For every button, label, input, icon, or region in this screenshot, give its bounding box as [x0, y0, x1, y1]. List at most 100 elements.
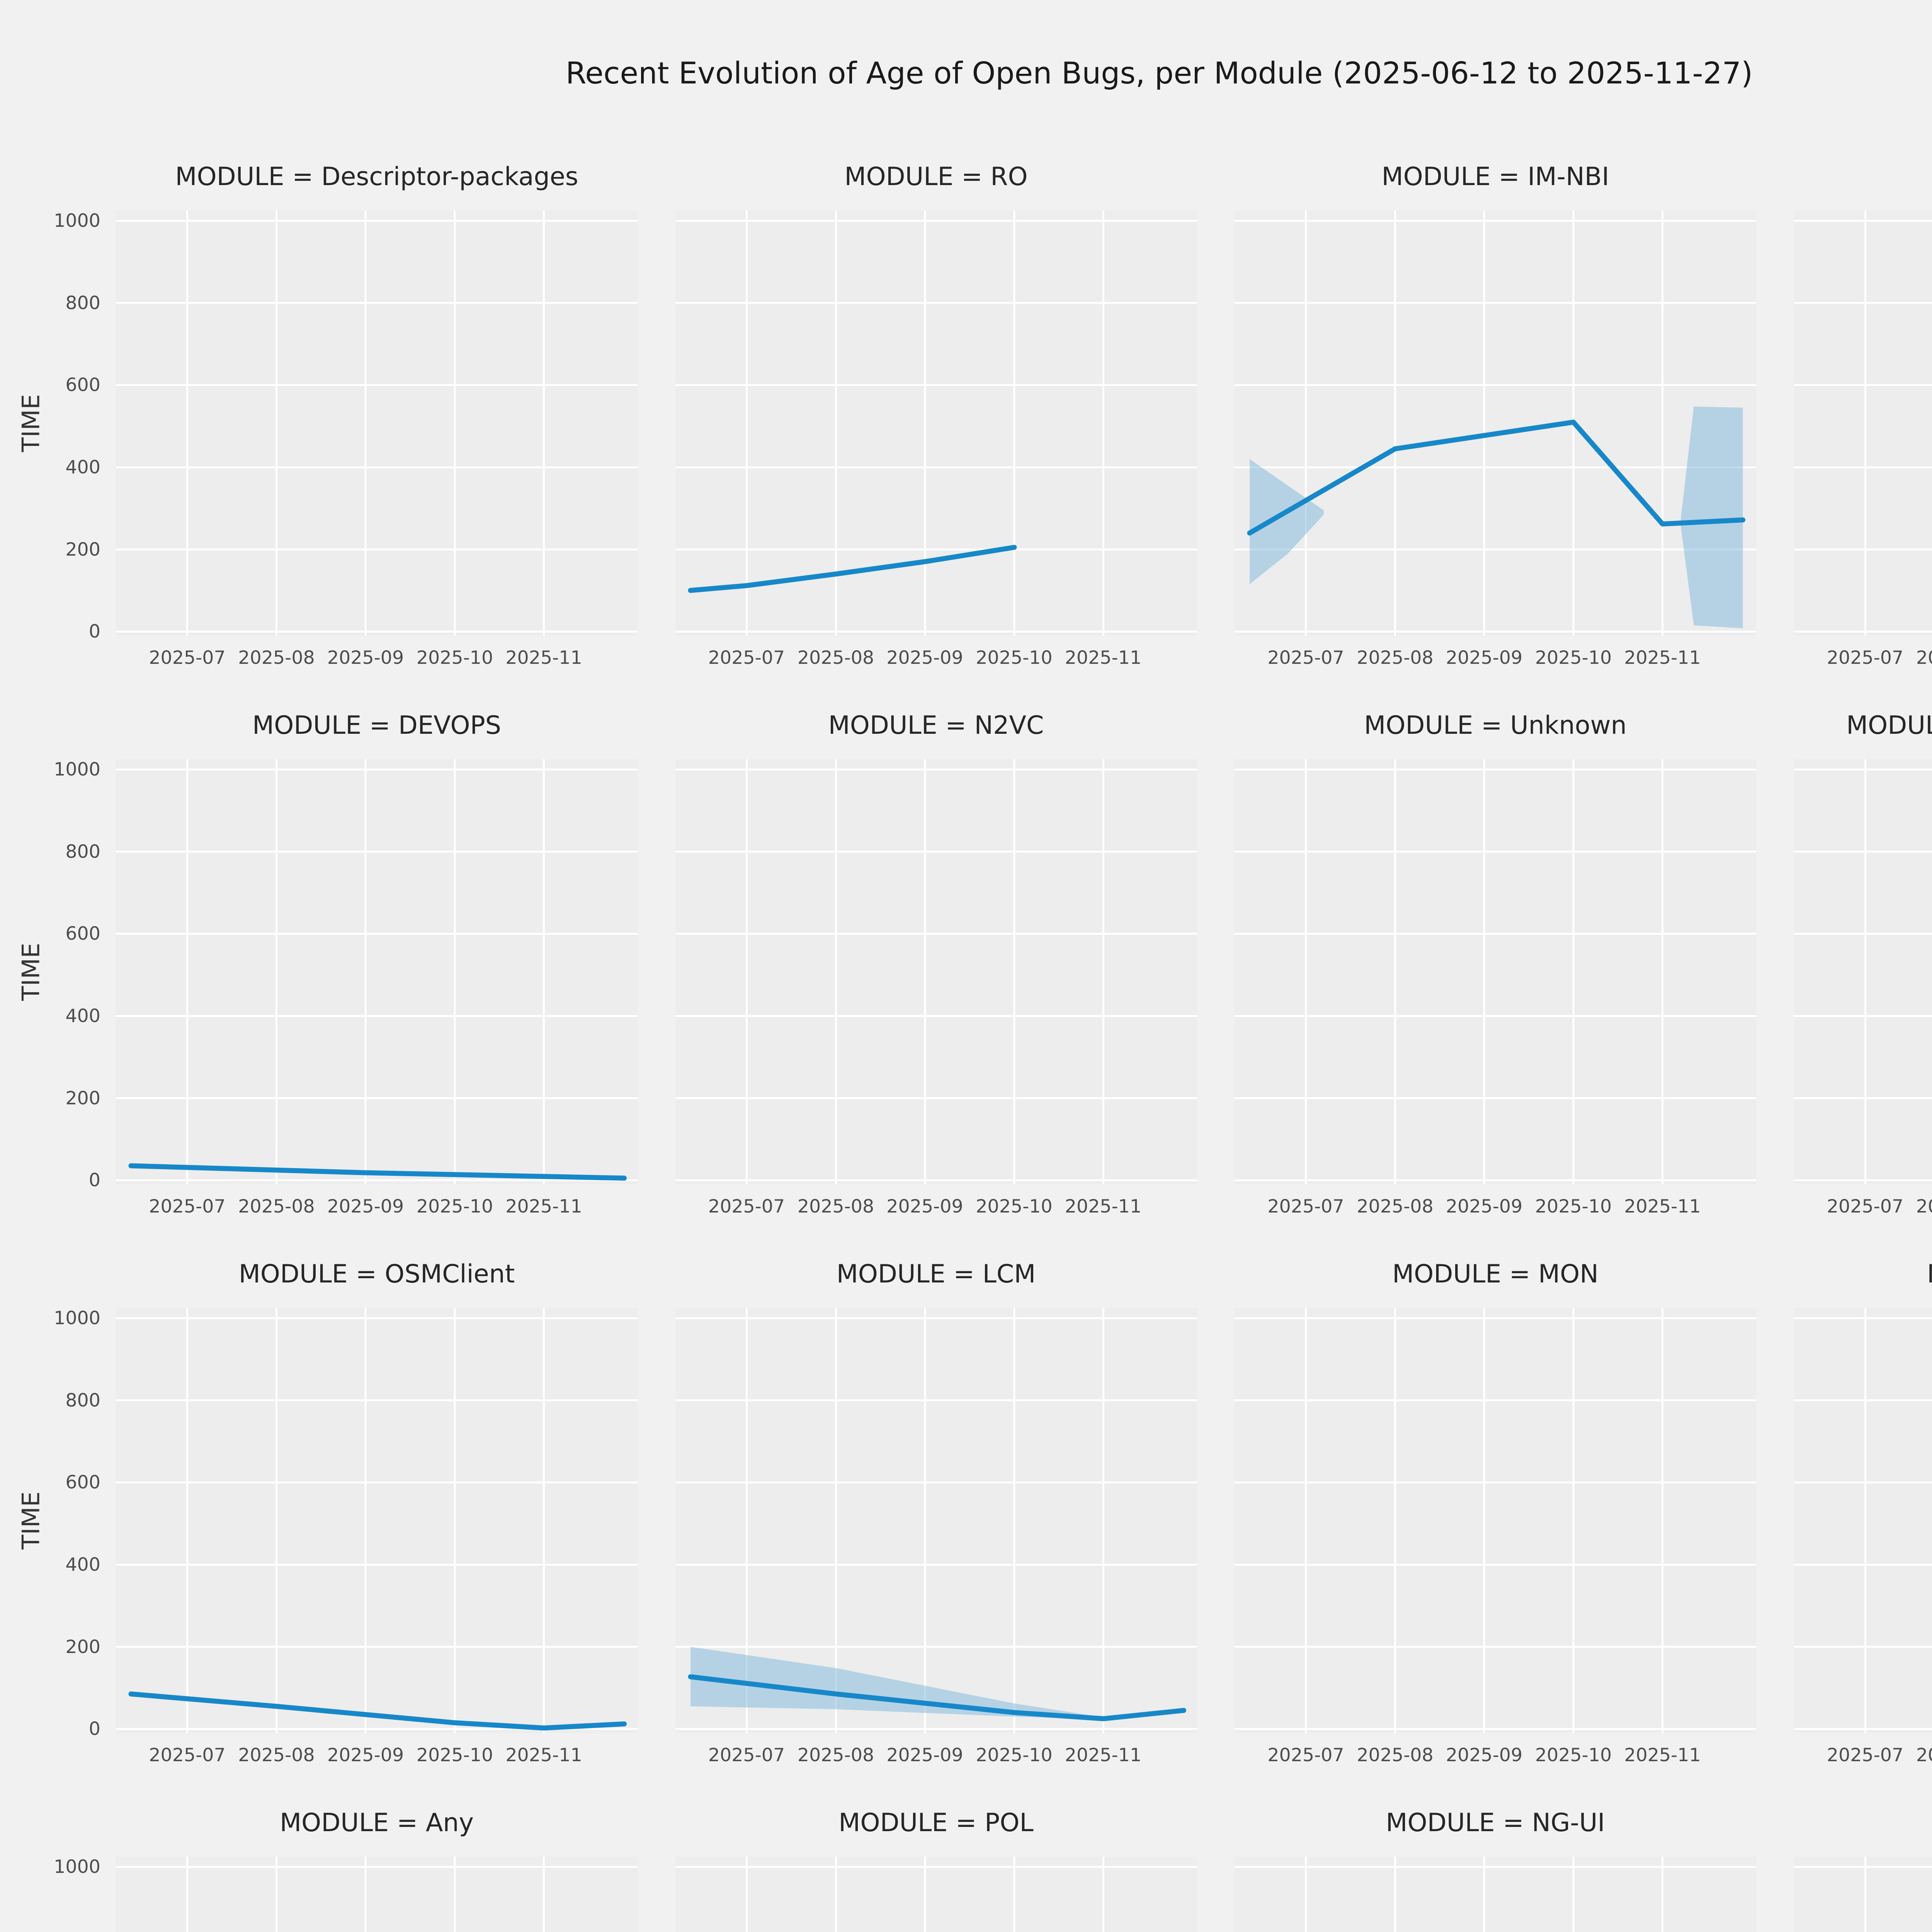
x-tick-label: 2025-08	[1916, 1196, 1932, 1217]
y-tick-label: 1000	[54, 759, 100, 780]
y-tick-label: 400	[65, 1005, 100, 1027]
x-tick-label: 2025-08	[1357, 1196, 1434, 1217]
plot-background	[1794, 759, 1932, 1184]
plot-background	[1794, 1857, 1932, 1932]
x-tick-label: 2025-09	[1446, 647, 1523, 668]
confidence-band	[1680, 406, 1743, 628]
x-tick-label: 2025-08	[797, 1196, 874, 1217]
facet-title: MODULE = DEVOPS	[252, 711, 501, 740]
x-tick-label: 2025-07	[1827, 1196, 1904, 1217]
x-tick-label: 2025-08	[797, 647, 874, 668]
facet-plot	[1794, 1308, 1932, 1733]
y-tick-label: 600	[65, 923, 100, 944]
trend-line	[688, 545, 1017, 593]
facet-title: MODULE = POL	[838, 1808, 1034, 1837]
x-tick-label: 2025-10	[976, 1196, 1053, 1217]
x-tick-label: 2025-11	[505, 1745, 582, 1766]
x-tick-label: 2025-10	[976, 1745, 1053, 1766]
x-tick-label: 2025-09	[886, 1745, 963, 1766]
y-tick-label: 1000	[54, 1856, 100, 1878]
facet-title: MODULE = IM-NBI	[1381, 162, 1609, 191]
x-tick-label: 2025-10	[416, 1745, 493, 1766]
facet-title: MODULE = LCM	[836, 1260, 1036, 1289]
x-tick-label: 2025-11	[1624, 647, 1701, 668]
facet-plot	[1235, 759, 1756, 1184]
x-tick-label: 2025-07	[1267, 1745, 1344, 1766]
x-tick-label: 2025-07	[708, 1745, 785, 1766]
y-tick-label: 0	[88, 621, 100, 642]
y-tick-label: 800	[65, 841, 100, 862]
facet-title: MODULE = MON	[1392, 1260, 1599, 1289]
x-tick-label: 2025-07	[1827, 1745, 1904, 1766]
x-tick-label: 2025-08	[797, 1745, 874, 1766]
x-tick-label: 2025-11	[505, 647, 582, 668]
facet-plot	[1794, 211, 1932, 636]
x-tick-label: 2025-09	[1446, 1745, 1523, 1766]
facet-title: MODULE = RO	[844, 162, 1028, 191]
x-tick-label: 2025-07	[1267, 1196, 1344, 1217]
x-tick-label: 2025-07	[708, 647, 785, 668]
y-tick-label: 1000	[54, 210, 100, 231]
x-tick-label: 2025-07	[149, 1196, 226, 1217]
x-tick-label: 2025-08	[1916, 647, 1932, 668]
facet-title: MODULE = Descriptor-packages	[175, 162, 578, 191]
x-tick-label: 2025-11	[1065, 1196, 1142, 1217]
facet-plot	[1235, 1857, 1756, 1932]
x-tick-label: 2025-09	[327, 1196, 404, 1217]
plot-background	[675, 1857, 1197, 1932]
x-tick-label: 2025-07	[1267, 647, 1344, 668]
plot-background	[1235, 759, 1756, 1184]
y-tick-label: 600	[65, 1472, 100, 1493]
trend-line	[688, 1674, 1186, 1721]
facet-title: MODULE = Any	[279, 1808, 474, 1837]
x-tick-label: 2025-10	[1535, 647, 1612, 668]
y-axis-label: TIME	[17, 394, 45, 452]
plot-background	[675, 211, 1197, 636]
x-tick-label: 2025-11	[1624, 1196, 1701, 1217]
y-tick-label: 1000	[54, 1308, 100, 1329]
facet-title: MODULE = common	[1794, 1260, 1932, 1289]
x-tick-label: 2025-08	[1916, 1745, 1932, 1766]
y-tick-label: 0	[88, 1718, 100, 1740]
x-tick-label: 2025-11	[1065, 1745, 1142, 1766]
plot-background	[116, 1857, 638, 1932]
facet-plot	[675, 211, 1197, 636]
x-tick-label: 2025-08	[1357, 1745, 1434, 1766]
x-tick-label: 2025-11	[1624, 1745, 1701, 1766]
x-tick-label: 2025-09	[1446, 1196, 1523, 1217]
plot-background	[1794, 211, 1932, 636]
y-axis-label: TIME	[17, 1491, 45, 1550]
chart-title: Recent Evolution of Age of Open Bugs, pe…	[565, 56, 1753, 91]
facet-plot	[1235, 211, 1756, 636]
x-tick-label: 2025-07	[149, 1745, 226, 1766]
facet-plot	[1235, 1308, 1756, 1733]
facet-plot	[675, 1308, 1197, 1733]
x-tick-label: 2025-11	[1065, 647, 1142, 668]
trend-line	[1247, 420, 1745, 536]
x-tick-label: 2025-07	[1827, 647, 1904, 668]
x-tick-label: 2025-09	[327, 1745, 404, 1766]
x-tick-label: 2025-07	[149, 647, 226, 668]
x-tick-label: 2025-10	[1535, 1745, 1612, 1766]
y-tick-label: 400	[65, 1554, 100, 1575]
plot-background	[1794, 1308, 1932, 1733]
y-tick-label: 600	[65, 374, 100, 396]
facet-title: MODULE = Documentation / Wiki	[1846, 711, 1932, 740]
confidence-band	[1250, 459, 1324, 584]
facet-plot	[675, 759, 1197, 1184]
confidence-band	[690, 1647, 1103, 1719]
plot-background	[1235, 1857, 1756, 1932]
facet-title: MODULE = Unknown	[1364, 711, 1627, 740]
facet-plot	[116, 1857, 638, 1932]
x-tick-label: 2025-09	[327, 647, 404, 668]
y-tick-label: 0	[88, 1170, 100, 1191]
x-tick-label: 2025-11	[505, 1196, 582, 1217]
plot-background	[1235, 1308, 1756, 1733]
facet-plot	[116, 1308, 638, 1733]
x-tick-label: 2025-10	[976, 647, 1053, 668]
facet-title: MODULE = OSMClient	[238, 1260, 515, 1289]
trend-line	[128, 1691, 627, 1731]
x-tick-label: 2025-07	[708, 1196, 785, 1217]
y-tick-label: 400	[65, 457, 100, 478]
facet-title: MODULE = NG-UI	[1386, 1808, 1605, 1837]
